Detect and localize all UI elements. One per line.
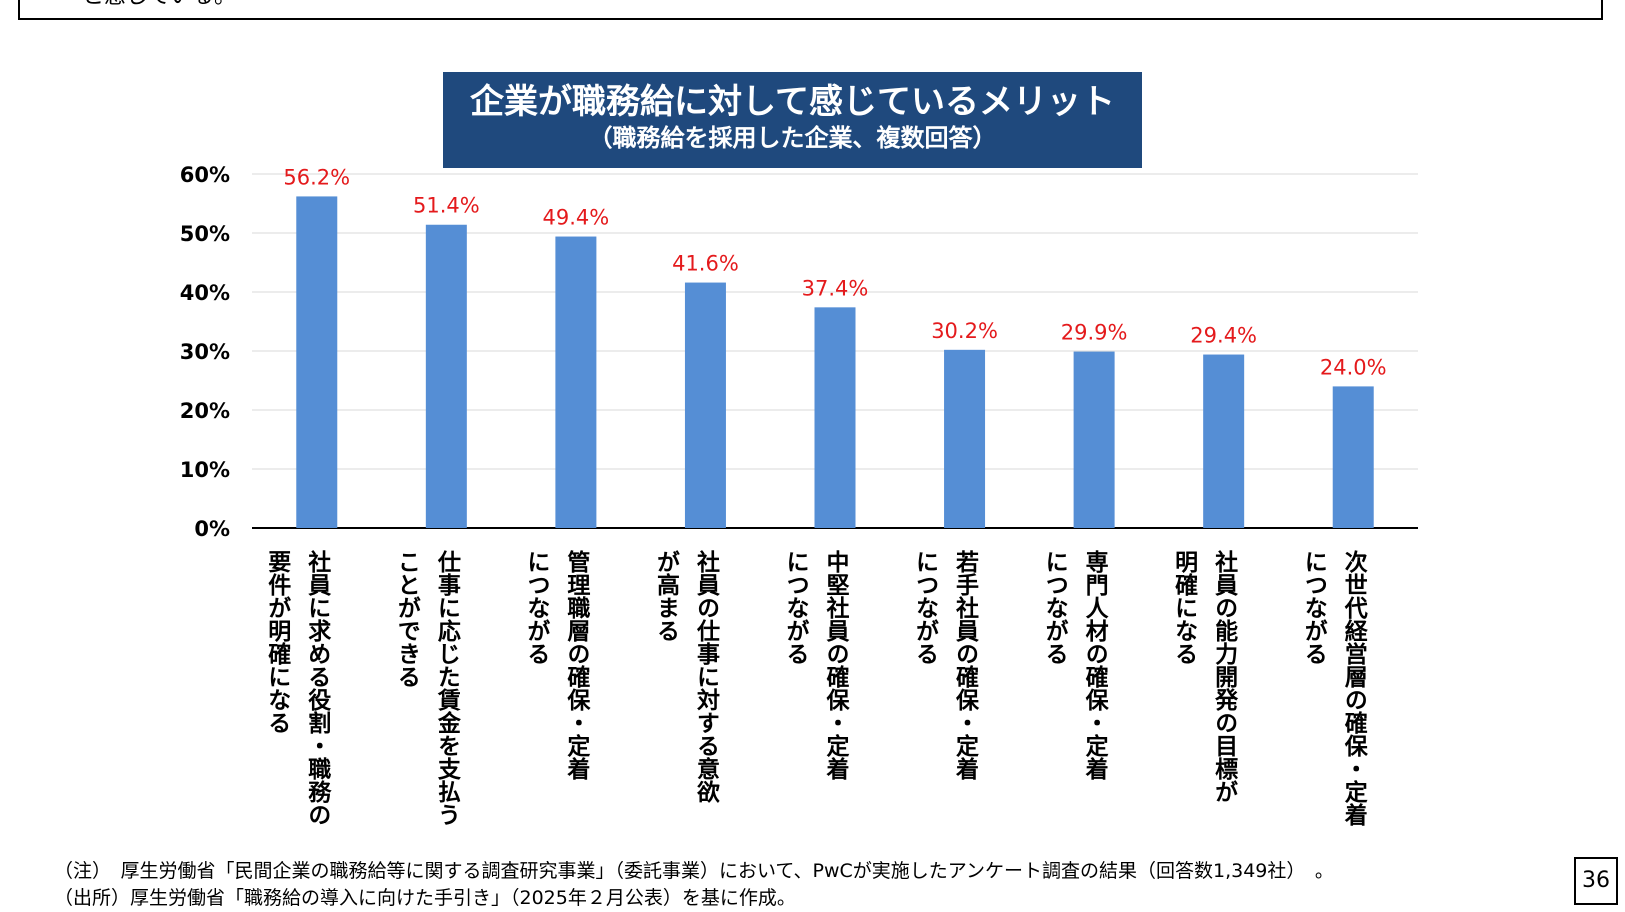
x-category-label: 社員に求める役割・職務の 要件が明確になる — [263, 550, 330, 826]
page-number: 36 — [1574, 857, 1618, 905]
chart-title: 企業が職務給に対して感じているメリット — [470, 82, 1115, 122]
data-label: 49.4% — [543, 206, 610, 230]
data-label: 51.4% — [413, 194, 480, 218]
x-category-label: 仕事に応じた賃金を支払う ことができる — [393, 550, 460, 826]
bar — [425, 224, 467, 529]
y-tick-label: 50% — [180, 222, 230, 246]
summary-box: と感じている。 — [18, 0, 1603, 20]
footnote-note: （注） 厚生労働省「民間企業の職務給等に関する調査研究事業」（委託事業）において… — [54, 860, 1334, 882]
bar — [1203, 354, 1245, 528]
bar — [944, 349, 986, 528]
data-label: 41.6% — [672, 252, 739, 276]
footnote-source: （出所）厚生労働省「職務給の導入に向けた手引き」（2025年２月公表）を基に作成… — [54, 887, 796, 909]
y-tick-label: 0% — [194, 517, 230, 541]
x-category-label: 中堅社員の確保・定着 につながる — [782, 550, 848, 780]
y-tick-label: 20% — [180, 399, 230, 423]
x-category-label: 若手社員の確保・定着 につながる — [911, 550, 978, 780]
chart-title-box: 企業が職務給に対して感じているメリット （職務給を採用した企業、複数回答） — [443, 72, 1142, 168]
bar — [684, 282, 726, 528]
x-category-label: 社員の仕事に対する意欲 が高まる — [652, 550, 719, 803]
x-category-label: 次世代経営層の確保・定着 につながる — [1300, 550, 1367, 826]
data-label: 29.9% — [1061, 321, 1128, 345]
y-tick-label: 60% — [180, 163, 230, 187]
data-label: 24.0% — [1320, 355, 1387, 379]
bar — [814, 307, 856, 528]
y-tick-label: 30% — [180, 340, 230, 364]
x-category-label: 専門人材の確保・定着 につながる — [1041, 550, 1108, 780]
footnotes: （注） 厚生労働省「民間企業の職務給等に関する調査研究事業」（委託事業）において… — [54, 858, 1334, 912]
y-tick-label: 10% — [180, 458, 230, 482]
data-label: 56.2% — [283, 165, 350, 189]
summary-text: と感じている。 — [82, 0, 236, 10]
bar — [555, 236, 597, 529]
bar — [1332, 386, 1374, 528]
y-tick-label: 40% — [180, 281, 230, 305]
bar — [1073, 351, 1115, 528]
x-category-label: 社員の能力開発の目標が 明確になる — [1170, 550, 1237, 803]
data-label: 37.4% — [802, 276, 869, 300]
data-label: 29.4% — [1190, 324, 1257, 348]
bar — [296, 196, 338, 529]
data-label: 30.2% — [931, 319, 998, 343]
chart-subtitle: （職務給を採用した企業、複数回答） — [588, 124, 997, 152]
x-category-label: 管理職層の確保・定着 につながる — [522, 550, 589, 780]
